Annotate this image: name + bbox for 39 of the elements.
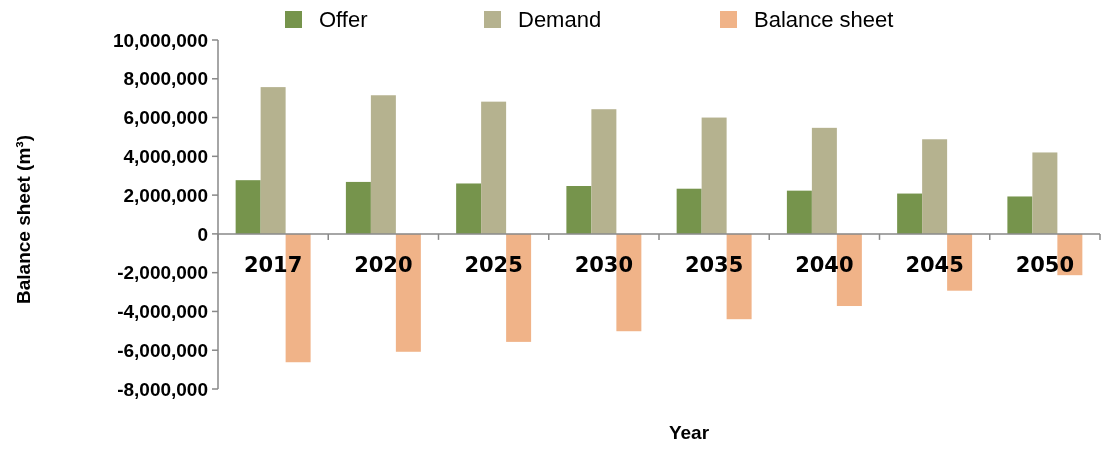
x-tick-label: 2035 — [684, 252, 744, 277]
x-tick-label: 2045 — [905, 252, 964, 277]
bar — [786, 190, 812, 234]
bar — [591, 109, 617, 234]
bar — [922, 139, 948, 234]
x-axis-title: Year — [668, 422, 710, 443]
y-axis-title: Balance sheet (m³) — [13, 135, 34, 304]
x-tick-label: 2017 — [243, 252, 303, 277]
x-tick-label: 2030 — [574, 252, 634, 277]
y-tick-label: 10,000,000 — [112, 29, 208, 51]
y-tick-label: 8,000,000 — [123, 68, 208, 90]
y-tick-label: -2,000,000 — [117, 262, 208, 284]
bar — [370, 95, 396, 234]
bar — [1032, 152, 1058, 234]
legend-label: Balance sheet — [754, 7, 894, 32]
x-tick-label: 2050 — [1015, 252, 1075, 277]
y-tick-label: 4,000,000 — [123, 145, 208, 167]
y-tick-label: -4,000,000 — [117, 301, 208, 323]
bar — [481, 101, 507, 234]
y-tick-label: -6,000,000 — [117, 339, 208, 361]
legend-label: Offer — [319, 7, 368, 32]
x-tick-label: 2025 — [464, 252, 523, 277]
x-tick-label: 2040 — [795, 252, 854, 277]
bar — [235, 180, 261, 234]
bar — [345, 181, 371, 234]
bar — [566, 186, 592, 234]
bar — [676, 188, 702, 234]
bar — [897, 193, 923, 234]
bar — [701, 117, 727, 234]
bar — [811, 127, 837, 234]
bar — [456, 183, 482, 234]
bar — [260, 87, 286, 234]
legend-label: Demand — [518, 7, 602, 32]
y-tick-label: 2,000,000 — [123, 184, 208, 206]
x-tick-label: 2020 — [354, 252, 413, 277]
y-tick-label: 0 — [197, 223, 208, 245]
y-tick-label: 6,000,000 — [123, 107, 208, 129]
y-tick-label: -8,000,000 — [117, 378, 208, 400]
bar — [1007, 196, 1033, 234]
